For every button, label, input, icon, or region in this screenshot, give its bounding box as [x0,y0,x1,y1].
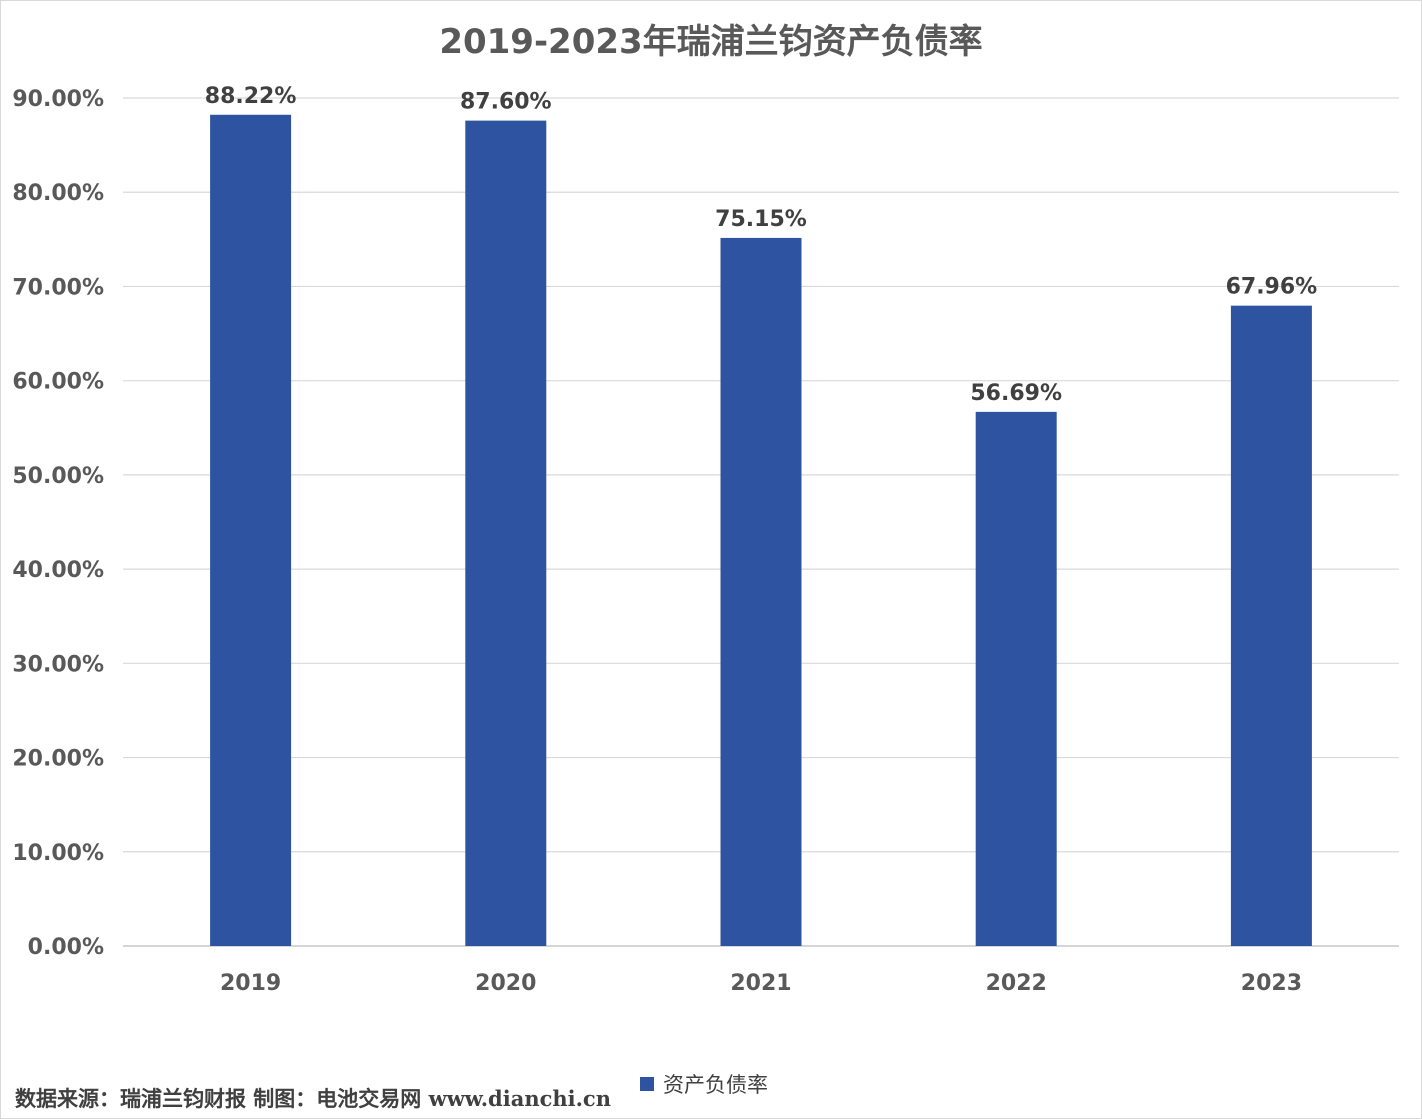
data-label-2023: 67.96% [1226,275,1318,300]
y-tick-label: 60.00% [12,370,104,395]
data-label-2020: 87.60% [460,90,552,115]
data-label-2019: 88.22% [205,84,297,109]
bar-2020 [465,120,547,946]
chart-title: 2019-2023年瑞浦兰钧资产负债率 [439,22,982,62]
x-tick-label-2023: 2023 [1241,971,1302,996]
y-tick-label: 90.00% [12,87,104,112]
legend: 资产负债率 [640,1073,768,1097]
y-tick-label: 10.00% [12,841,104,866]
x-axis-ticks: 2019 2020 2021 2022 2023 [220,971,1302,996]
data-label-2022: 56.69% [970,381,1062,406]
y-tick-label: 0.00% [28,935,104,960]
y-tick-label: 70.00% [12,275,104,300]
x-tick-label-2021: 2021 [730,971,791,996]
data-labels: 88.22% 87.60% 75.15% 56.69% 67.96% [205,84,1317,406]
legend-label: 资产负债率 [663,1073,768,1097]
data-label-2021: 75.15% [715,207,807,232]
x-tick-label-2022: 2022 [986,971,1047,996]
bar-2021 [720,237,802,947]
x-tick-label-2019: 2019 [220,971,281,996]
y-axis-ticks: 0.00% 10.00% 20.00% 30.00% 40.00% 50.00% 60.00… [12,87,104,960]
y-tick-label: 30.00% [12,652,104,677]
legend-swatch [640,1077,654,1091]
source-note: 数据来源：瑞浦兰钧财报 制图：电池交易网 www.dianchi.cn [15,1086,611,1111]
y-tick-label: 20.00% [12,747,104,772]
y-tick-label: 40.00% [12,558,104,583]
y-tick-label: 80.00% [12,181,104,206]
bar-2022 [975,411,1057,946]
bar-2019 [210,114,292,947]
bars [210,114,1312,947]
x-tick-label-2020: 2020 [475,971,536,996]
y-tick-label: 50.00% [12,464,104,489]
bar-2023 [1230,305,1312,946]
